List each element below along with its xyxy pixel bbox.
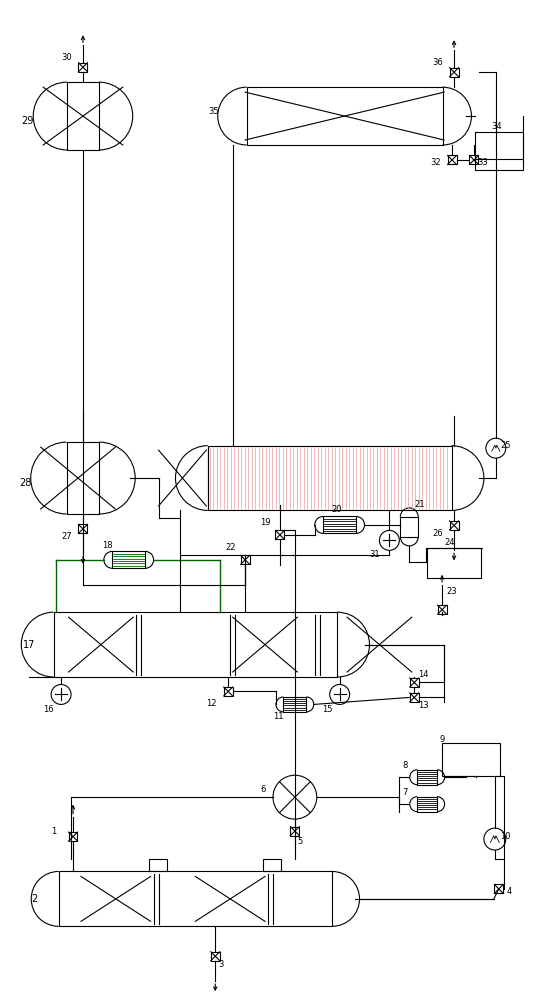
Text: 34: 34 (491, 122, 502, 131)
Text: 10: 10 (500, 832, 510, 841)
Text: 16: 16 (43, 705, 54, 714)
Text: 6: 6 (260, 785, 266, 794)
Text: 9: 9 (439, 735, 444, 744)
Text: 18: 18 (102, 541, 112, 550)
Bar (437, 605, 447, 614)
Text: 3: 3 (218, 960, 224, 969)
Bar (450, 68, 458, 77)
Text: 17: 17 (23, 640, 36, 650)
Bar (448, 155, 456, 164)
Bar (69, 832, 78, 841)
Text: 30: 30 (61, 53, 72, 62)
Text: 25: 25 (501, 441, 511, 450)
Text: 7: 7 (402, 788, 408, 797)
Text: 11: 11 (273, 712, 284, 721)
Text: 14: 14 (418, 670, 429, 679)
Text: 27: 27 (61, 532, 72, 541)
Bar (469, 155, 478, 164)
Bar (148, 859, 166, 871)
Text: 5: 5 (298, 837, 303, 846)
Bar (224, 687, 233, 696)
Bar (442, 743, 500, 776)
Bar (427, 548, 481, 578)
Bar (410, 678, 418, 687)
Bar (494, 884, 503, 893)
Text: 1: 1 (51, 827, 56, 836)
Text: 29: 29 (21, 116, 33, 126)
Bar (78, 63, 87, 72)
Text: 26: 26 (432, 529, 443, 538)
Text: 8: 8 (402, 761, 408, 770)
Bar (78, 524, 87, 533)
Bar (241, 555, 249, 564)
Bar (211, 952, 220, 961)
Text: 35: 35 (208, 107, 219, 116)
Bar (400, 517, 418, 537)
Text: 31: 31 (369, 550, 380, 559)
Text: 15: 15 (322, 705, 332, 714)
Text: 20: 20 (332, 505, 342, 514)
Text: 4: 4 (507, 887, 512, 896)
Text: 24: 24 (444, 538, 455, 547)
Bar (263, 859, 281, 871)
Text: 19: 19 (260, 518, 271, 527)
Text: 36: 36 (432, 58, 443, 67)
Text: 28: 28 (19, 478, 32, 488)
Bar (291, 827, 299, 836)
Text: 13: 13 (418, 701, 429, 710)
Bar (450, 521, 458, 530)
Bar (275, 530, 285, 539)
Text: 21: 21 (414, 500, 425, 509)
Text: 33: 33 (477, 158, 488, 167)
Bar (410, 693, 418, 702)
Bar (475, 132, 523, 170)
Text: 2: 2 (31, 894, 37, 904)
Text: 23: 23 (446, 587, 457, 596)
Text: 32: 32 (430, 158, 441, 167)
Text: 22: 22 (225, 543, 236, 552)
Text: 12: 12 (206, 699, 217, 708)
